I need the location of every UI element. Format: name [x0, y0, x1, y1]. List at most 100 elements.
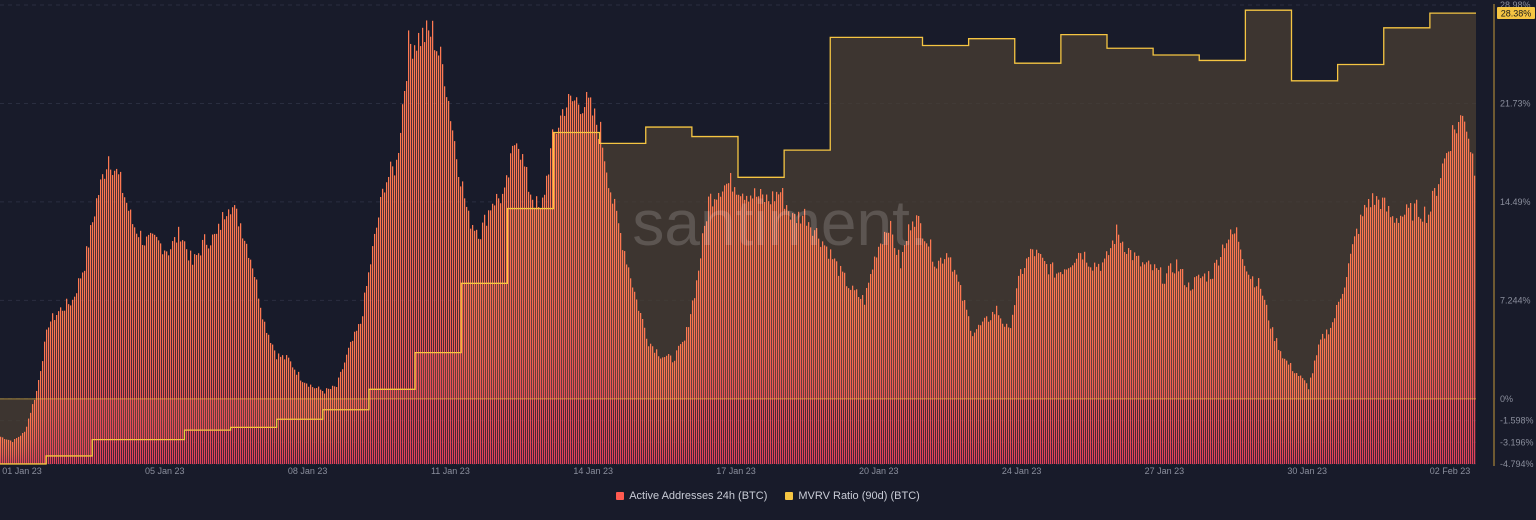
- active-addresses-bar: [1284, 358, 1286, 464]
- active-addresses-bar: [38, 380, 40, 464]
- active-addresses-bar: [1298, 376, 1300, 464]
- active-addresses-bar: [926, 243, 928, 464]
- active-addresses-bar: [578, 104, 580, 465]
- active-addresses-bar: [246, 243, 248, 464]
- active-addresses-bar: [50, 321, 52, 464]
- active-addresses-bar: [392, 166, 394, 464]
- legend-item-active-addresses[interactable]: Active Addresses 24h (BTC): [616, 490, 767, 502]
- active-addresses-bar: [600, 121, 602, 465]
- active-addresses-bar: [1058, 272, 1060, 464]
- active-addresses-bar: [972, 336, 974, 464]
- active-addresses-bar: [936, 268, 938, 464]
- active-addresses-bar: [964, 300, 966, 464]
- active-addresses-bar: [1294, 373, 1296, 464]
- active-addresses-bar: [1318, 344, 1320, 464]
- active-addresses-bar: [516, 143, 518, 464]
- active-addresses-bar: [566, 107, 568, 464]
- active-addresses-bar: [1258, 278, 1260, 464]
- active-addresses-bar: [868, 282, 870, 464]
- active-addresses-bar: [44, 341, 46, 464]
- active-addresses-bar: [430, 36, 432, 465]
- active-addresses-bar: [1358, 233, 1360, 464]
- active-addresses-bar: [486, 225, 488, 464]
- active-addresses-bar: [1038, 253, 1040, 464]
- active-addresses-bar: [190, 250, 192, 464]
- active-addresses-bar: [792, 213, 794, 464]
- active-addresses-bar: [608, 188, 610, 465]
- active-addresses-bar: [456, 159, 458, 465]
- active-addresses-bar: [776, 191, 778, 464]
- active-addresses-bar: [712, 206, 714, 464]
- active-addresses-bar: [908, 224, 910, 464]
- active-addresses-bar: [1466, 131, 1468, 464]
- active-addresses-bar: [708, 196, 710, 464]
- active-addresses-bar: [762, 194, 764, 465]
- active-addresses-bar: [674, 360, 676, 464]
- active-addresses-bar: [1238, 241, 1240, 464]
- active-addresses-bar: [272, 344, 274, 464]
- active-addresses-bar: [726, 183, 728, 465]
- active-addresses-bar: [920, 223, 922, 464]
- active-addresses-bar: [672, 362, 674, 464]
- active-addresses-bar: [1188, 282, 1190, 464]
- active-addresses-bar: [548, 174, 550, 465]
- active-addresses-bar: [1094, 262, 1096, 464]
- active-addresses-bar: [1378, 199, 1380, 465]
- active-addresses-bar: [680, 344, 682, 464]
- active-addresses-bar: [1320, 339, 1322, 464]
- active-addresses-bar: [1174, 273, 1176, 464]
- active-addresses-bar: [688, 327, 690, 464]
- active-addresses-bar: [442, 64, 444, 464]
- active-addresses-bar: [962, 300, 964, 464]
- active-addresses-bar: [326, 388, 328, 464]
- active-addresses-bar: [546, 175, 548, 464]
- active-addresses-bar: [922, 238, 924, 464]
- active-addresses-bar: [978, 324, 980, 464]
- active-addresses-bar: [216, 233, 218, 464]
- active-addresses-bar: [684, 340, 686, 464]
- active-addresses-bar: [328, 388, 330, 464]
- active-addresses-bar: [1156, 268, 1158, 464]
- active-addresses-bar: [768, 201, 770, 464]
- active-addresses-bar: [1106, 251, 1108, 464]
- active-addresses-bar: [1112, 240, 1114, 464]
- active-addresses-bar: [1460, 115, 1462, 464]
- y-tick-label: -4.794%: [1500, 459, 1534, 469]
- legend-item-mvrv[interactable]: MVRV Ratio (90d) (BTC): [785, 490, 920, 502]
- active-addresses-bar: [580, 114, 582, 464]
- active-addresses-bar: [184, 241, 186, 464]
- active-addresses-bar: [722, 191, 724, 464]
- active-addresses-bar: [506, 175, 508, 464]
- active-addresses-bar: [1344, 287, 1346, 464]
- active-addresses-bar: [988, 321, 990, 464]
- active-addresses-bar: [656, 349, 658, 464]
- active-addresses-bar: [846, 286, 848, 464]
- active-addresses-bar: [228, 209, 230, 464]
- active-addresses-bar: [1354, 236, 1356, 464]
- active-addresses-bar: [356, 330, 358, 464]
- active-addresses-bar: [418, 32, 420, 464]
- active-addresses-bar: [1130, 250, 1132, 464]
- active-addresses-bar: [1314, 360, 1316, 464]
- active-addresses-bar: [1326, 329, 1328, 464]
- active-addresses-bar: [1090, 267, 1092, 464]
- active-addresses-bar: [86, 246, 88, 464]
- active-addresses-bar: [358, 324, 360, 464]
- active-addresses-bar: [236, 208, 238, 464]
- active-addresses-bar: [344, 362, 346, 464]
- active-addresses-bar: [376, 227, 378, 464]
- active-addresses-bar: [188, 260, 190, 464]
- active-addresses-bar: [426, 20, 428, 464]
- active-addresses-bar: [448, 100, 450, 465]
- active-addresses-bar: [1304, 380, 1306, 464]
- x-tick-label: 27 Jan 23: [1145, 466, 1185, 476]
- active-addresses-bar: [1222, 244, 1224, 464]
- active-addresses-bar: [854, 290, 856, 464]
- active-addresses-bar: [452, 130, 454, 464]
- active-addresses-bar: [22, 433, 24, 464]
- active-addresses-bar: [1220, 257, 1222, 464]
- active-addresses-bar: [352, 340, 354, 464]
- active-addresses-bar: [896, 254, 898, 464]
- active-addresses-bar: [200, 255, 202, 464]
- active-addresses-bar: [1262, 295, 1264, 464]
